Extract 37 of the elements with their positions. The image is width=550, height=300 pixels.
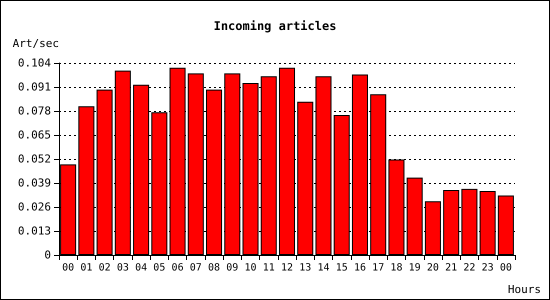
chart-title: Incoming articles	[214, 19, 336, 33]
x-tick-label: 06	[172, 262, 184, 274]
x-tick-label: 00	[500, 262, 512, 274]
x-tick-label: 00	[62, 262, 74, 274]
x-axis-title: Hours	[508, 283, 542, 296]
y-tick-label: 0.091	[18, 80, 51, 94]
y-tick-label: 0.052	[18, 152, 51, 166]
x-tick-label: 18	[390, 262, 402, 274]
y-tick-label: 0.013	[18, 224, 51, 238]
y-tick-label: 0	[44, 248, 51, 262]
y-tick-label: 0.039	[18, 176, 51, 190]
x-tick-label: 17	[372, 262, 384, 274]
x-tick-label: 23	[482, 262, 494, 274]
x-tick-label: 02	[98, 262, 111, 274]
y-tick-label: 0.078	[18, 104, 51, 118]
y-tick-label: 0.065	[18, 128, 51, 142]
x-tick-label: 13	[299, 262, 312, 274]
x-tick-label: 10	[244, 262, 257, 274]
x-tick-label: 22	[463, 262, 476, 274]
x-tick-label: 09	[226, 262, 238, 274]
x-tick-label: 03	[116, 262, 129, 274]
y-axis-title: Art/sec	[12, 37, 59, 50]
x-tick-label: 05	[153, 262, 166, 274]
x-tick-label: 01	[80, 262, 92, 274]
x-tick-label: 14	[317, 262, 330, 274]
x-tick-label: 11	[262, 262, 275, 274]
x-tick-label: 15	[336, 262, 348, 274]
x-tick-label: 04	[135, 262, 148, 274]
x-tick-label: 12	[280, 262, 294, 274]
x-tick-label: 19	[408, 262, 421, 274]
y-tick-label: 0.026	[18, 200, 51, 214]
y-tick-label: 0.104	[18, 56, 52, 70]
x-tick-label: 20	[426, 262, 439, 274]
x-tick-label: 08	[208, 262, 220, 274]
x-tick-label: 16	[354, 262, 366, 274]
x-tick-label: 07	[190, 262, 202, 274]
x-tick-label: 21	[445, 262, 458, 274]
